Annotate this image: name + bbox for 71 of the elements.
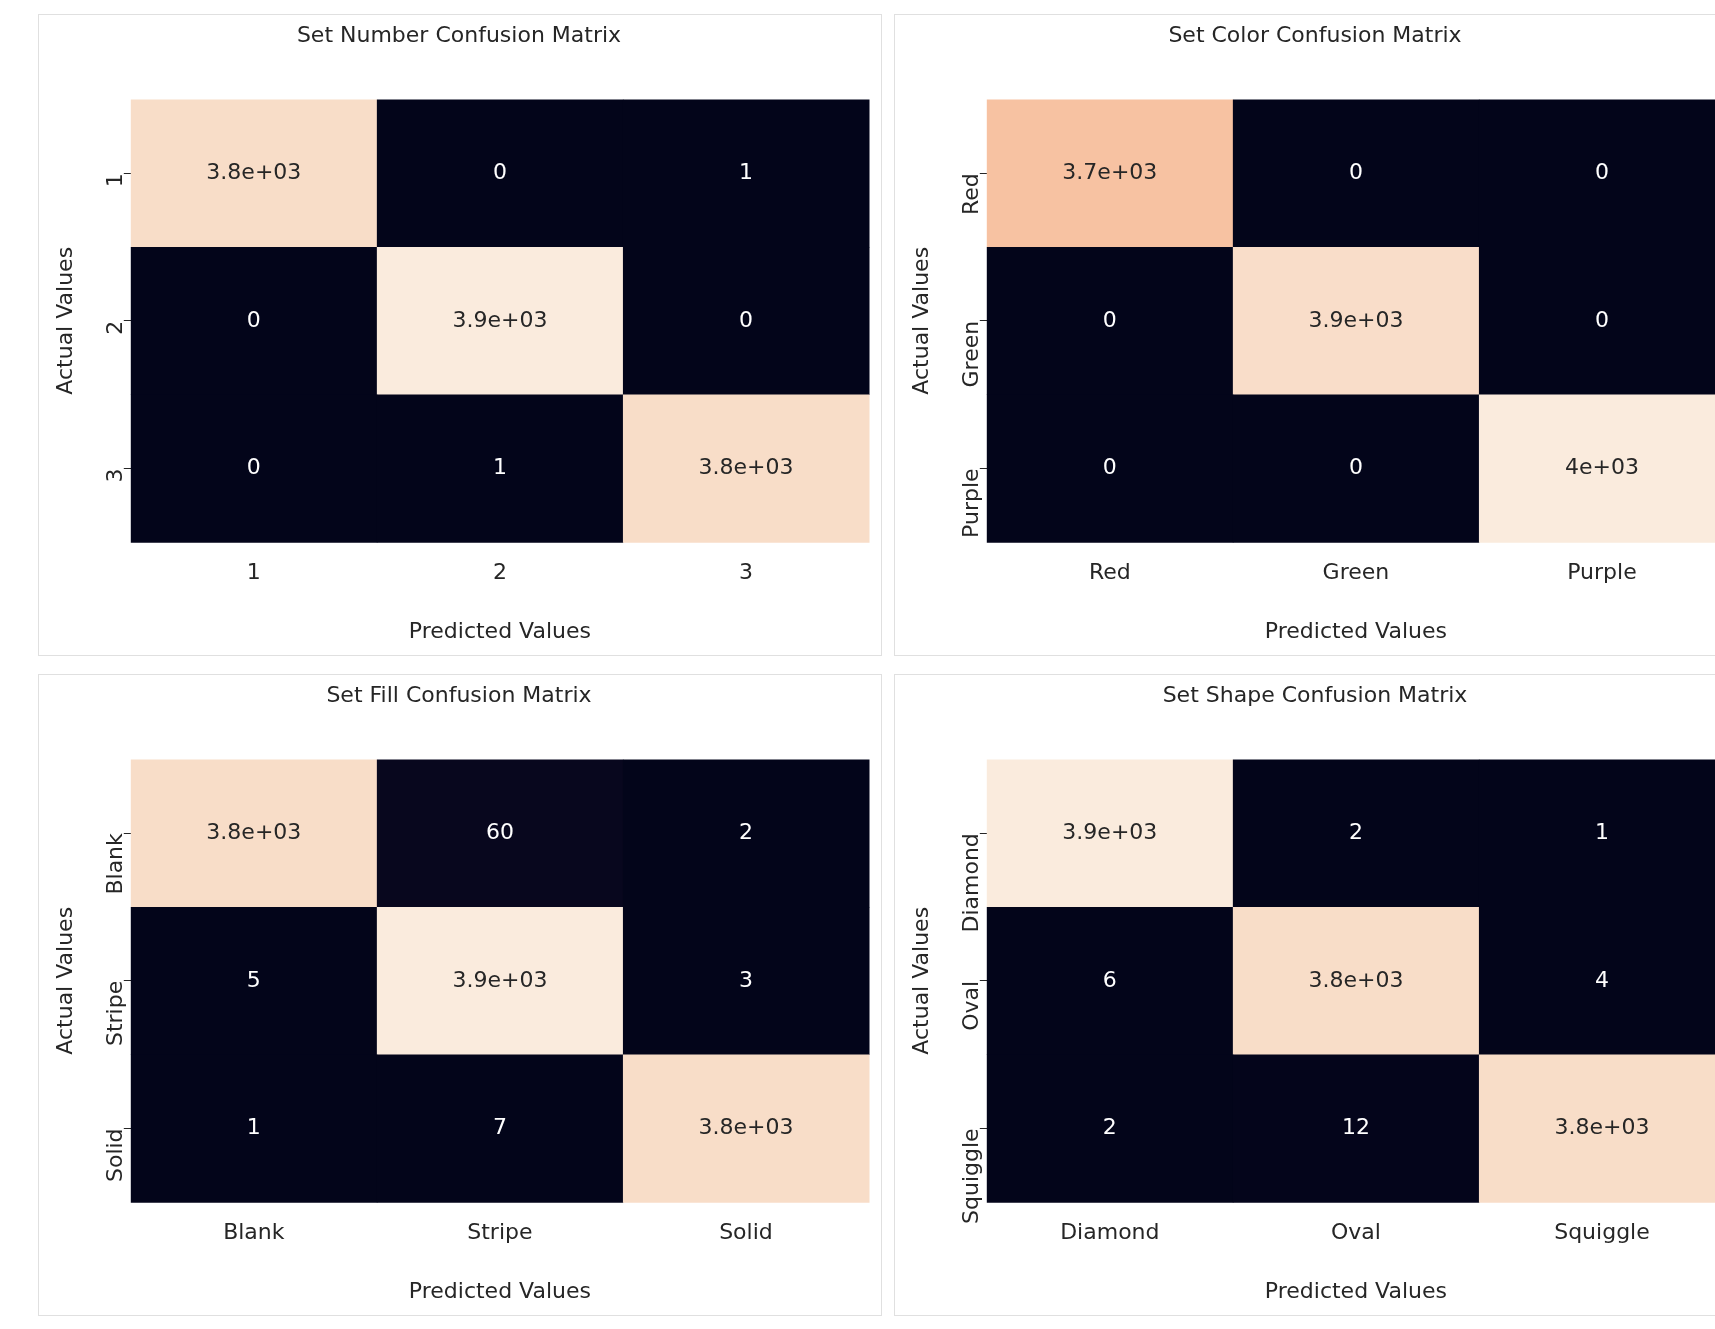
data-label: 3.9e+03 [452, 306, 548, 332]
data-label: 2 [1348, 818, 1363, 844]
data-label: 3.8e+03 [206, 818, 302, 844]
data-label: 3.9e+03 [1062, 818, 1158, 844]
y-tick-label: 1 [101, 173, 127, 188]
y-axis-title: Actual Values [907, 246, 933, 395]
data-label: 3.8e+03 [698, 1114, 794, 1140]
y-axis-title: Actual Values [907, 906, 933, 1055]
x-axis-title: Predicted Values [408, 1277, 591, 1303]
x-tick-label: 1 [246, 559, 261, 585]
data-label: 0 [246, 306, 261, 332]
data-label: 0 [1102, 306, 1117, 332]
chart-title: Set Color Confusion Matrix [1168, 21, 1462, 47]
chart-title: Set Shape Confusion Matrix [1162, 681, 1468, 707]
y-axis-title: Actual Values [51, 246, 77, 395]
data-label: 0 [1348, 158, 1363, 184]
x-tick-label: Red [1088, 559, 1131, 585]
data-label: 5 [246, 966, 261, 992]
x-tick-label: Green [1322, 559, 1390, 585]
x-tick-label: Solid [719, 1219, 773, 1245]
y-tick-label: Oval [957, 980, 983, 1031]
x-tick-label: 3 [738, 559, 753, 585]
x-axis-title: Predicted Values [1264, 617, 1447, 643]
data-label: 3.8e+03 [206, 158, 302, 184]
y-tick-label: 2 [101, 320, 127, 335]
x-tick-label: Oval [1330, 1219, 1381, 1245]
chart-title: Set Number Confusion Matrix [296, 21, 622, 47]
data-label: 7 [492, 1114, 507, 1140]
data-label: 0 [492, 158, 507, 184]
x-tick-label: Stripe [467, 1219, 533, 1245]
x-tick-label: Squiggle [1554, 1219, 1650, 1245]
data-label: 4e+03 [1564, 454, 1639, 480]
y-tick-label: Red [957, 173, 983, 216]
y-tick-label: 3 [101, 468, 127, 483]
data-label: 2 [1102, 1114, 1117, 1140]
data-label: 1 [738, 158, 753, 184]
x-tick-label: Blank [223, 1219, 285, 1245]
data-label: 3.9e+03 [452, 966, 548, 992]
x-tick-label: Diamond [1060, 1219, 1160, 1245]
chart-title: Set Fill Confusion Matrix [326, 681, 592, 707]
data-label: 0 [246, 454, 261, 480]
data-label: 4 [1594, 966, 1609, 992]
data-label: 3.7e+03 [1062, 158, 1158, 184]
data-label: 0 [1102, 454, 1117, 480]
data-label: 0 [738, 306, 753, 332]
data-label: 6 [1102, 966, 1117, 992]
y-tick-label: Blank [101, 832, 127, 895]
data-label: 0 [1594, 158, 1609, 184]
data-label: 2 [738, 818, 753, 844]
data-label: 0 [1348, 454, 1363, 480]
y-axis-title: Actual Values [51, 906, 77, 1055]
data-label: 3.8e+03 [698, 454, 794, 480]
x-axis-title: Predicted Values [1264, 1277, 1447, 1303]
x-tick-label: Purple [1567, 559, 1637, 585]
data-label: 1 [492, 454, 507, 480]
data-label: 3.8e+03 [1554, 1114, 1650, 1140]
y-tick-label: Green [957, 320, 983, 388]
data-label: 0 [1594, 306, 1609, 332]
y-tick-label: Stripe [101, 980, 127, 1047]
y-tick-label: Solid [101, 1128, 127, 1183]
data-label: 3.9e+03 [1308, 306, 1404, 332]
data-label: 12 [1341, 1114, 1370, 1140]
y-tick-label: Diamond [957, 833, 983, 933]
data-label: 3 [738, 966, 753, 992]
y-tick-label: Purple [957, 468, 983, 538]
data-label: 60 [485, 818, 514, 844]
x-tick-label: 2 [492, 559, 507, 585]
data-label: 1 [1594, 818, 1609, 844]
x-axis-title: Predicted Values [408, 617, 591, 643]
data-label: 3.8e+03 [1308, 966, 1404, 992]
data-label: 1 [246, 1114, 261, 1140]
